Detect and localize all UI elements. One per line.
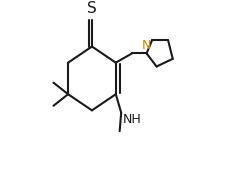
Text: S: S	[87, 2, 97, 16]
Text: NH: NH	[123, 113, 142, 126]
Text: N: N	[142, 39, 152, 52]
